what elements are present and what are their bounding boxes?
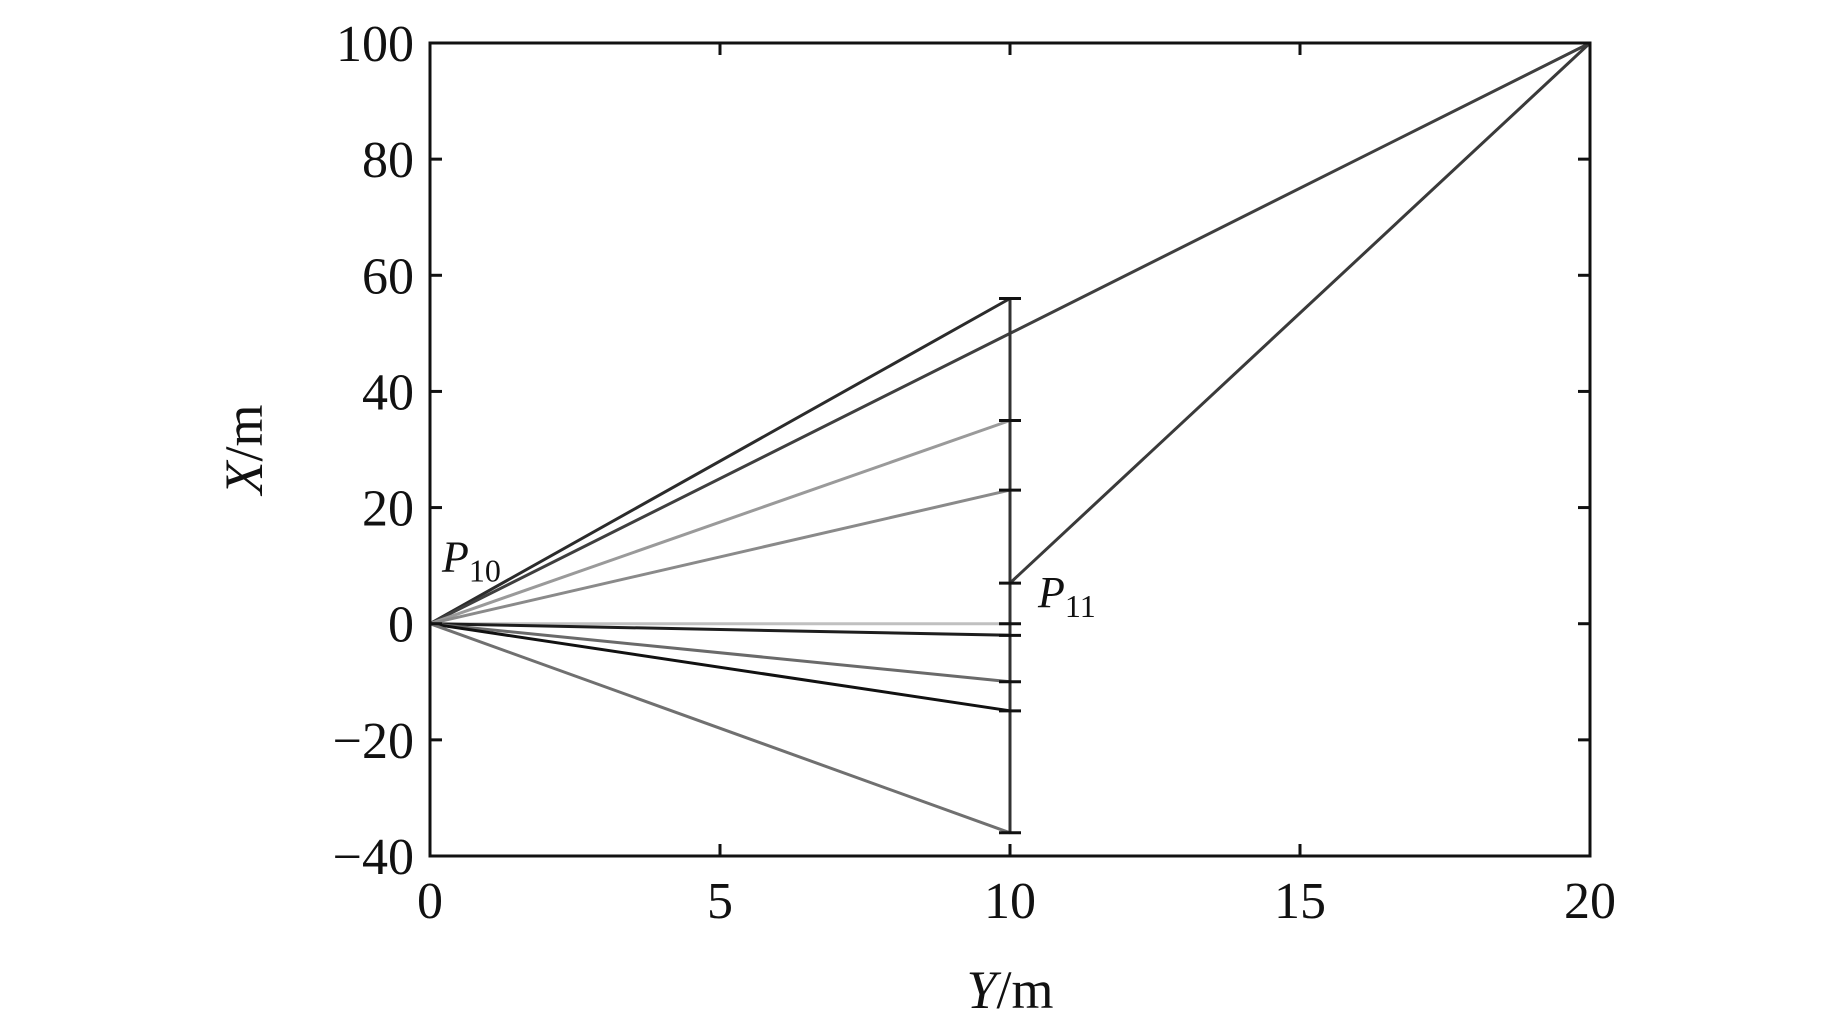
series-line-6 (429, 622, 1011, 637)
series-line-10 (1008, 41, 1592, 585)
series-line-9 (429, 622, 1011, 835)
y-axis-label: X/m (214, 404, 274, 496)
series-line-1 (429, 297, 1011, 626)
point-label-base: P (441, 533, 469, 582)
y-tick-label-6: 80 (362, 132, 414, 189)
x-tick-label-1: 5 (707, 873, 733, 930)
series-line-7 (429, 622, 1011, 684)
y-tick-label-1: −20 (333, 713, 414, 770)
series-line-4 (429, 488, 1011, 626)
point-label-base: P (1037, 568, 1065, 617)
y-tick-label-2: 0 (388, 597, 414, 654)
y-tick-label-7: 100 (336, 16, 414, 73)
x-tick-label-0: 0 (417, 873, 443, 930)
y-tick-label-3: 20 (362, 481, 414, 538)
point-label-p10: P10 (441, 533, 501, 589)
point-label-sub: 11 (1065, 588, 1096, 624)
series-layer (429, 41, 1592, 835)
point-label-sub: 10 (469, 553, 501, 589)
x-axis-label-unit: /m (997, 960, 1054, 1016)
y-axis-label-var: X (214, 460, 274, 497)
point-label-p11: P11 (1037, 568, 1096, 624)
markers-layer (999, 297, 1021, 835)
series-line-8 (429, 622, 1011, 713)
x-tick-label-2: 10 (984, 873, 1036, 930)
x-tick-label-3: 15 (1274, 873, 1326, 930)
tick-labels: 0 5 10 15 20 −40 −20 0 20 40 60 80 100 (333, 16, 1616, 930)
y-tick-label-4: 40 (362, 364, 414, 421)
series-line-3 (429, 419, 1011, 626)
y-tick-label-0: −40 (333, 829, 414, 886)
x-tick-label-4: 20 (1564, 873, 1616, 930)
x-axis-label: Y/m (966, 960, 1053, 1016)
annotations-layer: P10 P11 (441, 533, 1096, 624)
ticks-layer (428, 41, 1592, 858)
x-axis-label-var: Y (966, 960, 1001, 1016)
y-axis-label-unit: /m (214, 404, 274, 461)
y-tick-label-5: 60 (362, 248, 414, 305)
